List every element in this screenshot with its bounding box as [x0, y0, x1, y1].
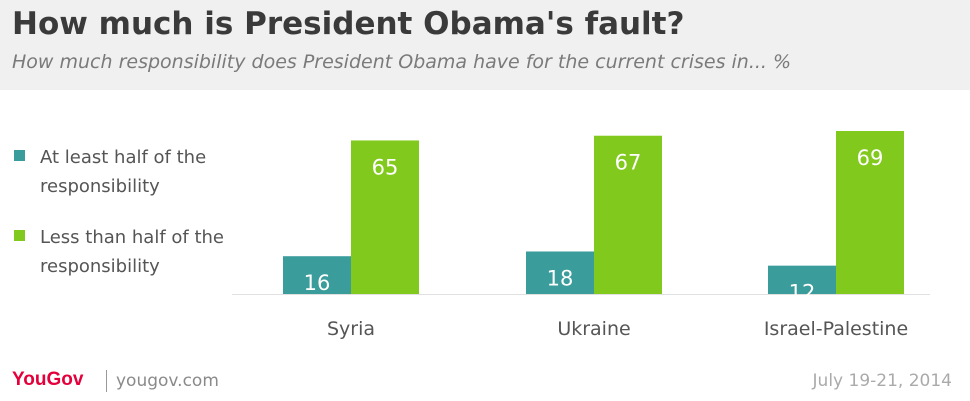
bar-israel-palestine-series-1 [836, 131, 904, 294]
data-label: 12 [789, 281, 816, 305]
legend-label-less-than-half: Less than half of the responsibility [40, 227, 224, 277]
bar-ukraine-series-1 [594, 135, 662, 294]
data-label: 69 [857, 146, 884, 170]
chart-title: How much is President Obama's fault? [12, 6, 685, 42]
legend-swatch-less-than-half [14, 230, 25, 241]
bar-ukraine-series-0 [526, 251, 594, 294]
chart-subtitle: How much responsibility does President O… [12, 51, 792, 73]
yougov-logo: YouGov [12, 369, 84, 390]
footer-divider [106, 370, 107, 392]
legend-label-at-least-half: At least half of the responsibility [40, 147, 207, 197]
data-label: 65 [372, 155, 399, 179]
category-label: Syria [327, 318, 375, 340]
data-label: 67 [615, 151, 642, 175]
bar-syria-series-1 [351, 140, 419, 294]
header-band: How much is President Obama's fault? How… [0, 0, 970, 90]
category-label: Israel-Palestine [764, 318, 908, 340]
footer-date: July 19-21, 2014 [812, 371, 952, 391]
category-label: Ukraine [557, 318, 630, 340]
legend-swatch-at-least-half [14, 150, 25, 161]
footer-site: yougov.com [116, 371, 219, 391]
bar-syria-series-0 [283, 256, 351, 294]
data-label: 16 [304, 271, 331, 295]
data-label: 18 [547, 266, 574, 290]
bar-israel-palestine-series-0 [768, 265, 836, 294]
